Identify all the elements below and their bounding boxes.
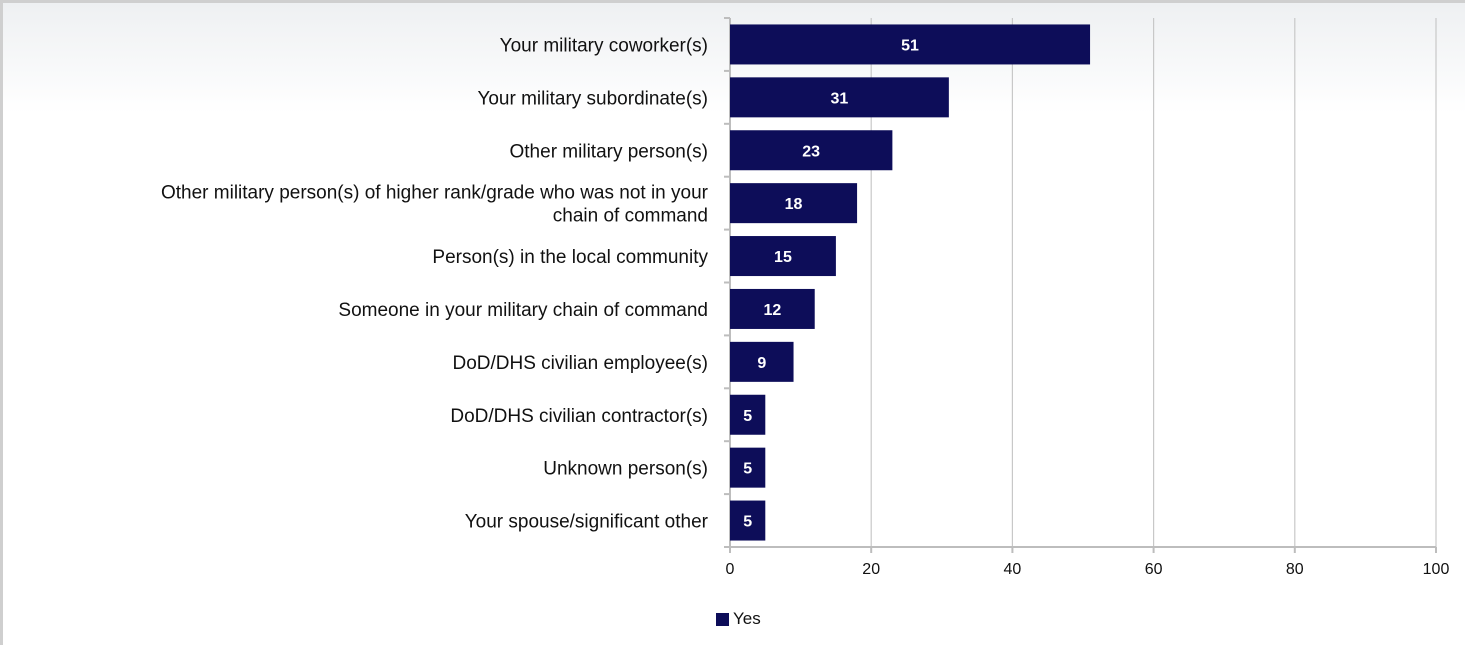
bar (730, 394, 766, 435)
category-label: Unknown person(s) (543, 459, 708, 480)
category-label: Your military subordinate(s) (477, 88, 708, 109)
category-label: DoD/DHS civilian contractor(s) (450, 406, 708, 427)
data-label: 5 (743, 514, 752, 531)
x-tick-label: 60 (1145, 561, 1163, 578)
data-label: 12 (763, 302, 781, 319)
bar (730, 24, 1091, 65)
category-label: Other military person(s) (510, 141, 709, 162)
bar (730, 130, 893, 171)
x-tick-label: 20 (862, 561, 880, 578)
data-label: 9 (757, 355, 766, 372)
category-label: Your military coworker(s) (500, 35, 708, 56)
bar (730, 500, 766, 541)
data-label: 15 (774, 249, 792, 266)
bar (730, 288, 815, 329)
legend-swatch (716, 612, 729, 626)
data-label: 5 (743, 408, 752, 425)
category-label: Someone in your military chain of comman… (338, 300, 708, 321)
x-tick-label: 80 (1286, 561, 1304, 578)
category-label: Your spouse/significant other (465, 512, 709, 533)
category-label: DoD/DHS civilian employee(s) (452, 353, 708, 374)
bar (730, 77, 949, 118)
x-tick-label: 100 (1423, 561, 1450, 578)
data-label: 23 (802, 143, 820, 160)
bar (730, 447, 766, 488)
data-label: 31 (831, 90, 849, 107)
bar (730, 236, 836, 277)
bar (730, 341, 794, 382)
category-label: Other military person(s) of higher rank/… (161, 183, 709, 204)
bar (730, 183, 858, 224)
legend: Yes (716, 609, 761, 629)
data-label: 18 (785, 196, 803, 213)
category-label: chain of command (553, 206, 708, 227)
x-tick-label: 40 (1004, 561, 1022, 578)
data-label: 51 (901, 37, 919, 54)
data-label: 5 (743, 461, 752, 478)
x-tick-label: 0 (726, 561, 735, 578)
category-label: Person(s) in the local community (432, 247, 708, 268)
legend-label: Yes (733, 609, 761, 628)
